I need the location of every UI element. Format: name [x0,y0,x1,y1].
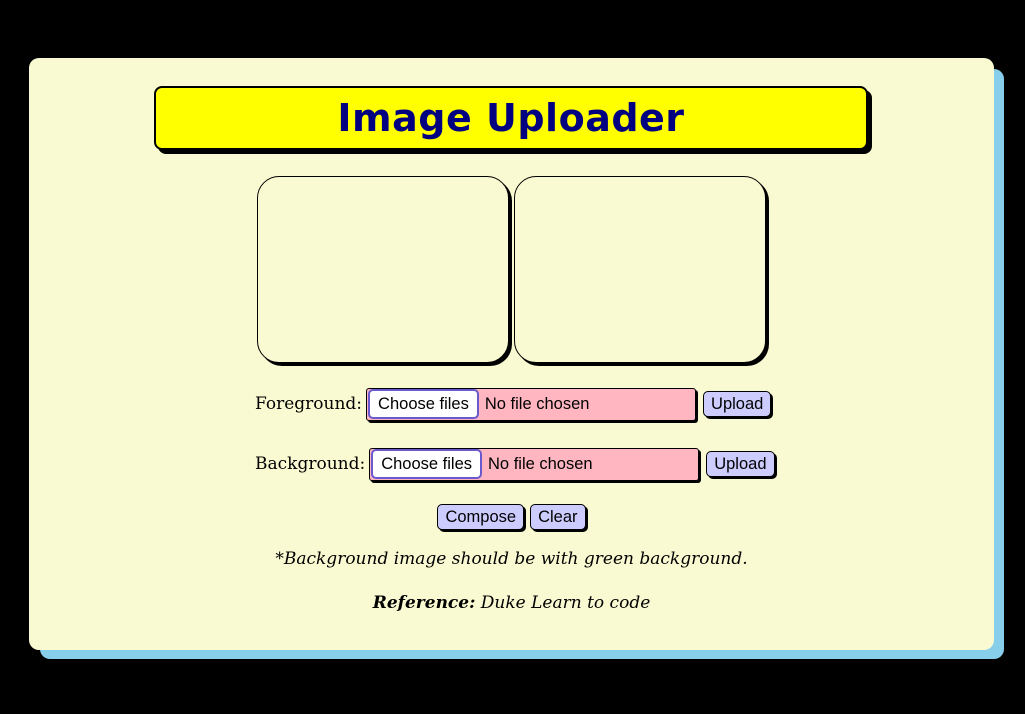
background-canvas [514,176,766,363]
clear-button[interactable]: Clear [530,504,586,530]
action-buttons: Compose Clear [29,504,994,530]
foreground-choose-files-button[interactable]: Choose files [368,389,479,419]
foreground-file-status: No file chosen [484,394,590,413]
foreground-row: Foreground: Choose files No file chosen … [255,387,772,421]
foreground-file-input[interactable]: Choose files No file chosen [366,387,697,421]
reference-label: Reference: [372,593,476,613]
compose-button[interactable]: Compose [437,504,525,530]
title-banner: Image Uploader [154,86,868,150]
background-label: Background: [255,454,366,474]
reference-line: Reference: Duke Learn to code [29,593,994,613]
main-card: Image Uploader Foreground: Choose files … [29,58,994,650]
background-file-status: No file chosen [488,454,593,473]
foreground-label: Foreground: [255,394,363,414]
background-note: *Background image should be with green b… [275,549,748,569]
reference-text: Duke Learn to code [480,593,651,613]
background-file-input[interactable]: Choose files No file chosen [369,447,700,481]
page-title: Image Uploader [337,96,685,140]
background-upload-button[interactable]: Upload [706,451,775,477]
foreground-upload-button[interactable]: Upload [703,391,772,417]
background-choose-files-button[interactable]: Choose files [371,449,483,479]
foreground-canvas [257,176,509,363]
background-row: Background: Choose files No file chosen … [255,447,775,481]
